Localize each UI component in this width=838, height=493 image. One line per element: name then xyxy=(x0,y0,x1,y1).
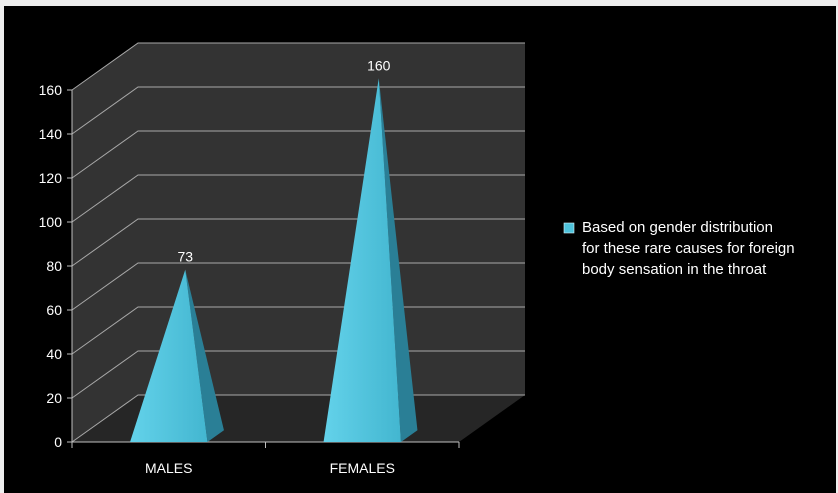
gridline xyxy=(71,42,525,91)
pyramid-front-face xyxy=(130,269,208,442)
plot-walls xyxy=(72,43,525,442)
legend-label: Based on gender distribution xyxy=(582,219,773,236)
x-tick-label: MALES xyxy=(145,460,192,476)
y-tick-label: 40 xyxy=(46,346,62,362)
legend-label: for these rare causes for foreign xyxy=(582,240,795,257)
axes: 0 20 40 60 80 100 120 140 160 xyxy=(39,82,460,450)
y-tick-label: 60 xyxy=(46,302,62,318)
y-tick-label: 120 xyxy=(39,170,63,186)
pyramid-bar-females xyxy=(323,78,418,442)
y-tick-label: 140 xyxy=(39,126,63,142)
x-tick-label: FEMALES xyxy=(330,460,395,476)
y-tick-label: 100 xyxy=(39,214,63,230)
data-label: 73 xyxy=(177,249,193,265)
legend-swatch xyxy=(563,222,575,234)
chart-frame: 0 20 40 60 80 100 120 140 160 73 MALES 160 FEMALES … xyxy=(4,6,836,493)
labels: 73 MALES 160 FEMALES xyxy=(145,57,395,476)
pyramid-front-face xyxy=(323,78,401,442)
gridline xyxy=(71,130,525,179)
y-tick-label: 20 xyxy=(46,390,62,406)
y-tick-label: 160 xyxy=(39,82,63,98)
gridline xyxy=(71,218,525,267)
data-label: 160 xyxy=(367,57,391,73)
gridline xyxy=(71,174,525,223)
gridlines xyxy=(71,42,525,443)
legend-label: body sensation in the throat xyxy=(582,261,767,278)
pyramid-side-face xyxy=(185,269,224,442)
pyramid-side-face xyxy=(378,78,418,442)
y-tick-label: 80 xyxy=(46,258,62,274)
y-tick-label: 0 xyxy=(54,434,62,450)
legend: Based on gender distribution for these ra… xyxy=(563,219,795,278)
pyramid-bar-males xyxy=(130,269,224,442)
gridline xyxy=(71,86,525,135)
bars xyxy=(130,78,418,442)
